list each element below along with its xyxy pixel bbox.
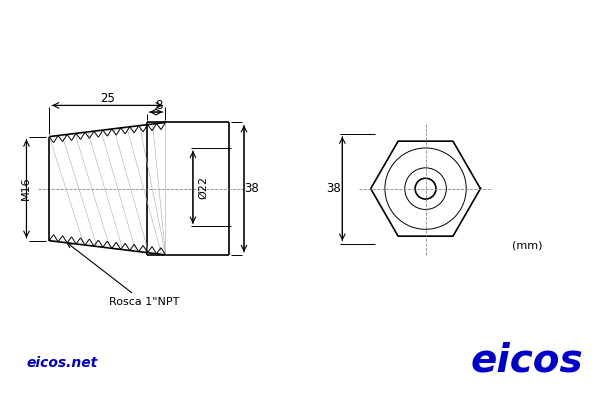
Text: (mm): (mm) (512, 240, 543, 250)
Text: eicos: eicos (471, 342, 584, 380)
Text: eicos.net: eicos.net (26, 356, 98, 370)
Text: 38: 38 (326, 182, 341, 195)
Text: 25: 25 (100, 92, 115, 105)
Text: Rosca 1"NPT: Rosca 1"NPT (67, 243, 179, 307)
Text: 38: 38 (244, 182, 259, 195)
Text: Ø22: Ø22 (199, 176, 208, 199)
Text: M16: M16 (20, 177, 31, 200)
Text: 8: 8 (155, 99, 163, 112)
